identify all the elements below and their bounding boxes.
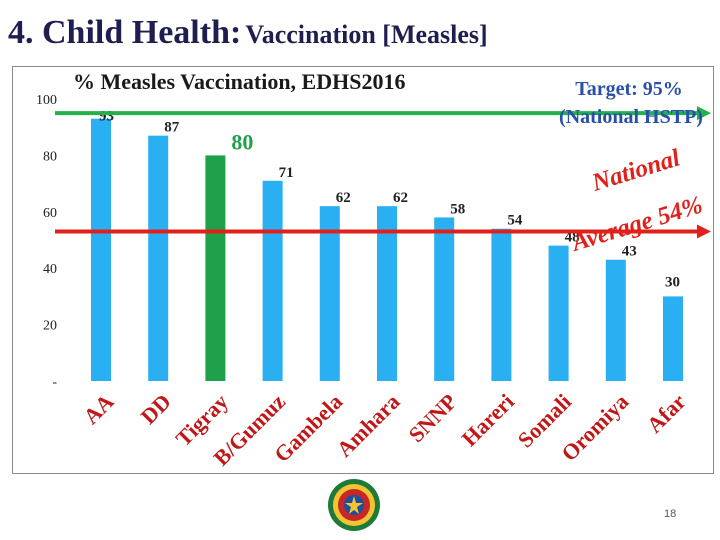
measles-bar-chart: - 20 40 60 80 100 % Measles Vaccination, EDHS2… bbox=[36, 69, 711, 471]
page-number: 18 bbox=[664, 508, 677, 520]
y-tick-label: 60 bbox=[43, 206, 57, 221]
average-label-line1: National bbox=[588, 145, 683, 198]
y-tick-label: - bbox=[52, 375, 57, 390]
data-label: 54 bbox=[507, 213, 523, 229]
ministry-emblem-logo bbox=[328, 479, 380, 531]
bar bbox=[148, 135, 169, 381]
data-label: 80 bbox=[231, 129, 253, 154]
bar bbox=[491, 228, 512, 381]
data-label: 87 bbox=[164, 120, 180, 136]
bar bbox=[377, 206, 397, 381]
slide-title: 4. Child Health: Vaccination [Measles] bbox=[8, 14, 488, 52]
x-tick-label: DD bbox=[136, 389, 176, 429]
bar bbox=[663, 296, 683, 381]
bar bbox=[434, 217, 455, 381]
bar bbox=[91, 118, 111, 382]
target-label-line2: (National HSTP) bbox=[559, 106, 703, 128]
slide-title-sub: Vaccination [Measles] bbox=[245, 20, 488, 49]
slide-title-main: 4. Child Health: bbox=[8, 14, 242, 51]
y-tick-label: 80 bbox=[43, 149, 57, 164]
y-tick-label: 100 bbox=[36, 93, 57, 108]
data-label: 62 bbox=[393, 190, 408, 206]
chart-title: % Measles Vaccination, EDHS2016 bbox=[73, 69, 405, 94]
reference-line-arrowhead bbox=[697, 224, 711, 239]
reference-line-arrowhead bbox=[697, 106, 711, 121]
data-label: 43 bbox=[622, 244, 637, 260]
x-tick-label: Amhara bbox=[332, 389, 405, 462]
bar bbox=[548, 245, 569, 381]
data-label: 58 bbox=[450, 201, 465, 217]
y-tick-label: 20 bbox=[43, 319, 57, 334]
data-label: 62 bbox=[336, 190, 351, 206]
y-tick-label: 40 bbox=[43, 262, 57, 277]
x-tick-label: SNNP bbox=[403, 389, 461, 447]
data-label: 48 bbox=[565, 230, 580, 246]
data-label: 71 bbox=[279, 165, 294, 181]
x-tick-label: Afar bbox=[642, 389, 691, 438]
bar bbox=[262, 180, 283, 381]
data-label: 30 bbox=[665, 274, 680, 290]
target-label-line1: Target: 95% bbox=[575, 78, 683, 100]
x-tick-label: AA bbox=[78, 389, 118, 429]
bar bbox=[605, 259, 626, 381]
chart-container: - 20 40 60 80 100 % Measles Vaccination, EDHS2… bbox=[12, 66, 714, 474]
bar bbox=[319, 206, 340, 381]
x-tick-label: Hareri bbox=[457, 389, 519, 451]
bar bbox=[205, 155, 226, 381]
